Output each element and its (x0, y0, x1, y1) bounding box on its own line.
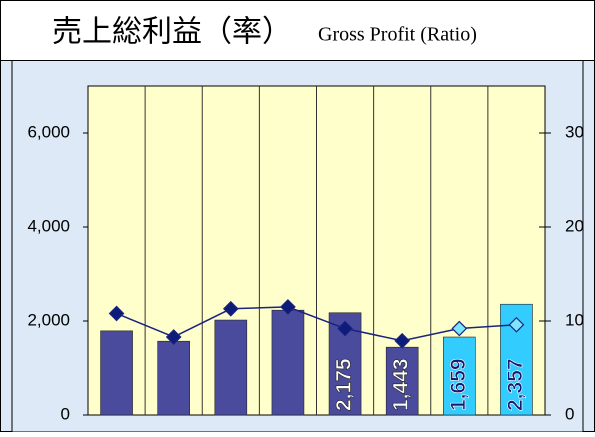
data-label: 2,175 (333, 358, 356, 411)
bar (214, 319, 248, 416)
y-tick-label: 2,000 (27, 310, 70, 329)
data-label: 2,357 (504, 358, 527, 411)
y2-tick-label: 0 (565, 404, 574, 423)
marker (165, 329, 182, 345)
y-tick-label: 4,000 (27, 216, 70, 235)
marker (337, 320, 353, 337)
y-tick-label: 6,000 (27, 122, 70, 141)
marker (394, 332, 411, 349)
bar (271, 309, 305, 416)
y2-tick-label: 10 (565, 310, 584, 329)
title-box (0, 0, 595, 61)
marker (508, 316, 525, 333)
y2-tick-label: 30 (565, 122, 584, 141)
bar (100, 330, 133, 416)
data-label: 1,659 (447, 358, 470, 411)
marker (108, 305, 125, 322)
data-label: 1,443 (390, 358, 413, 411)
marker (451, 320, 468, 337)
y-tick-label: 0 (61, 404, 70, 423)
y2-tick-label: 20 (565, 216, 584, 235)
line (116, 306, 517, 342)
bar (385, 346, 419, 416)
marker (222, 300, 239, 317)
chart-title: 売上総利益（率） (52, 15, 292, 50)
bar (157, 340, 190, 416)
bar (443, 336, 476, 416)
chart-subtitle: Gross Profit (Ratio) (318, 24, 477, 46)
marker (280, 299, 296, 315)
